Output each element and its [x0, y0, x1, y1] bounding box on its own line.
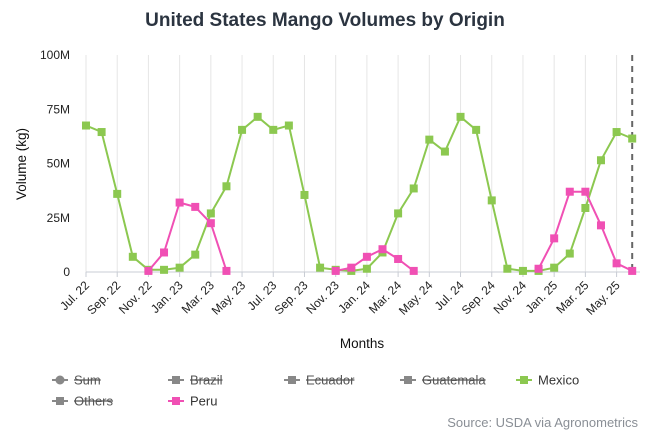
- x-tick-label: Nov. 22: [116, 278, 155, 317]
- data-point-mexico[interactable]: [300, 190, 309, 199]
- x-tick-label: Jan. 24: [335, 278, 373, 316]
- legend-item-brazil[interactable]: Brazil: [168, 373, 223, 388]
- data-point-mexico[interactable]: [409, 184, 418, 193]
- legend: Sum Brazil Ecuador Guatemala Mexico Others Per…: [52, 373, 579, 409]
- data-point-peru[interactable]: [378, 245, 387, 254]
- data-point-peru[interactable]: [347, 263, 356, 272]
- source-note: Source: USDA via Agronometrics: [447, 415, 638, 430]
- x-tick-label: Sep. 22: [84, 278, 123, 317]
- legend-item-sum[interactable]: Sum: [52, 373, 101, 388]
- data-point-mexico[interactable]: [612, 128, 621, 137]
- y-axis-ticks: 0 25M 50M 75M 100M: [40, 48, 70, 279]
- data-point-mexico[interactable]: [238, 125, 247, 134]
- legend-label: Mexico: [538, 373, 579, 388]
- data-point-peru[interactable]: [331, 266, 340, 275]
- x-tick-label: May. 24: [396, 278, 436, 318]
- x-tick-label: May. 25: [583, 278, 623, 318]
- data-point-mexico[interactable]: [456, 112, 465, 121]
- legend-item-ecuador[interactable]: Ecuador: [284, 373, 355, 388]
- data-point-peru[interactable]: [581, 187, 590, 196]
- data-point-mexico[interactable]: [581, 203, 590, 212]
- data-point-mexico[interactable]: [97, 128, 106, 137]
- series-peru: [144, 187, 637, 275]
- data-point-mexico[interactable]: [362, 264, 371, 273]
- data-point-mexico[interactable]: [284, 121, 293, 130]
- data-point-peru[interactable]: [362, 252, 371, 261]
- legend-item-guatemala[interactable]: Guatemala: [400, 373, 486, 388]
- y-tick-label: 25M: [47, 211, 70, 225]
- series-layer: [82, 112, 637, 275]
- legend-marker: [172, 397, 180, 405]
- data-point-peru[interactable]: [160, 248, 169, 257]
- data-point-peru[interactable]: [175, 198, 184, 207]
- y-axis-label: Volume (kg): [14, 128, 29, 200]
- data-point-peru[interactable]: [550, 234, 559, 243]
- data-point-peru[interactable]: [394, 254, 403, 263]
- data-point-mexico[interactable]: [550, 263, 559, 272]
- data-point-mexico[interactable]: [206, 209, 215, 218]
- data-point-mexico[interactable]: [628, 134, 637, 143]
- legend-marker: [288, 376, 296, 384]
- y-tick-label: 75M: [47, 102, 70, 116]
- legend-item-others[interactable]: Others: [52, 394, 114, 409]
- y-tick-label: 100M: [40, 48, 70, 62]
- data-point-mexico[interactable]: [596, 156, 605, 165]
- data-point-peru[interactable]: [206, 219, 215, 228]
- legend-marker: [520, 376, 528, 384]
- data-point-mexico[interactable]: [565, 249, 574, 258]
- data-point-peru[interactable]: [628, 266, 637, 275]
- legend-marker: [404, 376, 412, 384]
- y-tick-label: 50M: [47, 157, 70, 171]
- x-tick-label: Nov. 24: [491, 278, 530, 317]
- data-point-mexico[interactable]: [518, 266, 527, 275]
- x-tick-label: May. 23: [209, 278, 249, 318]
- data-point-mexico[interactable]: [160, 265, 169, 274]
- data-point-mexico[interactable]: [128, 252, 137, 261]
- data-point-mexico[interactable]: [487, 196, 496, 205]
- data-point-mexico[interactable]: [175, 263, 184, 272]
- data-point-peru[interactable]: [534, 264, 543, 273]
- legend-item-mexico[interactable]: Mexico: [516, 373, 579, 388]
- grid-layer: [85, 55, 618, 272]
- data-point-mexico[interactable]: [253, 112, 262, 121]
- x-axis-label: Months: [340, 336, 385, 351]
- data-point-mexico[interactable]: [222, 182, 231, 191]
- data-point-mexico[interactable]: [472, 125, 481, 134]
- data-point-peru[interactable]: [612, 259, 621, 268]
- data-point-peru[interactable]: [565, 187, 574, 196]
- data-point-mexico[interactable]: [503, 264, 512, 273]
- legend-marker: [56, 397, 64, 405]
- data-point-mexico[interactable]: [425, 135, 434, 144]
- data-point-mexico[interactable]: [191, 250, 200, 259]
- x-tick-label: Sep. 24: [459, 278, 498, 317]
- chart-title: United States Mango Volumes by Origin: [145, 10, 505, 31]
- legend-marker: [55, 375, 65, 385]
- legend-label: Peru: [190, 394, 217, 409]
- x-tick-label: Sep. 23: [271, 278, 310, 317]
- data-point-peru[interactable]: [144, 266, 153, 275]
- x-tick-label: Jan. 25: [523, 278, 561, 316]
- data-point-peru[interactable]: [596, 221, 605, 230]
- data-point-mexico[interactable]: [440, 147, 449, 156]
- data-point-peru[interactable]: [409, 266, 418, 275]
- data-point-peru[interactable]: [222, 266, 231, 275]
- x-tick-label: Jan. 23: [148, 278, 186, 316]
- legend-marker: [172, 376, 180, 384]
- legend-item-peru[interactable]: Peru: [168, 394, 217, 409]
- data-point-mexico[interactable]: [113, 189, 122, 198]
- data-point-mexico[interactable]: [394, 209, 403, 218]
- data-point-peru[interactable]: [191, 202, 200, 211]
- y-tick-label: 0: [63, 265, 70, 279]
- data-point-mexico[interactable]: [269, 125, 278, 134]
- data-point-mexico[interactable]: [316, 263, 325, 272]
- x-tick-label: Nov. 23: [303, 278, 342, 317]
- data-point-mexico[interactable]: [82, 121, 90, 130]
